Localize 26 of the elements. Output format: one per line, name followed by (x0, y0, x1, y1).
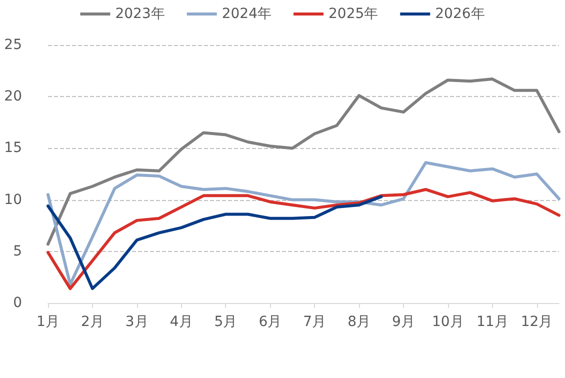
line-series (46, 78, 560, 246)
legend-label: 2024年 (222, 6, 272, 22)
x-tick-label: 10月 (432, 314, 464, 330)
x-tick-label: 11月 (476, 314, 508, 330)
x-tick-label: 1月 (36, 314, 60, 330)
y-tick-label: 5 (13, 243, 22, 260)
x-tick-label: 4月 (170, 314, 193, 330)
y-tick-label: 20 (4, 88, 22, 105)
x-tick-label: 9月 (392, 314, 415, 330)
x-tick-label: 8月 (348, 314, 371, 330)
x-tick-label: 2月 (80, 314, 104, 330)
x-tick-label: 12月 (520, 314, 553, 330)
line-series (46, 195, 383, 290)
legend-label: 2026年 (435, 6, 485, 22)
line-series (46, 188, 560, 290)
legend-label: 2025年 (328, 6, 378, 22)
y-tick-label: 10 (4, 192, 22, 208)
y-tick-label: 15 (4, 140, 22, 156)
x-tick-label: 7月 (303, 314, 326, 330)
x-tick-label: 6月 (258, 314, 282, 330)
y-tick-label: 25 (4, 37, 22, 53)
line-series (46, 161, 560, 286)
x-tick-label: 3月 (125, 314, 148, 330)
legend-label: 2023年 (115, 6, 165, 22)
x-tick-label: 5月 (214, 314, 238, 330)
y-tick-label: 0 (13, 295, 22, 311)
